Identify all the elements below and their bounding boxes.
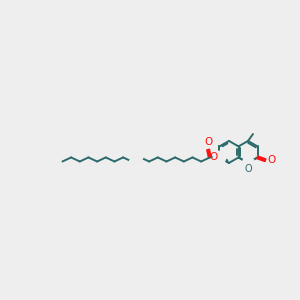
Text: O: O xyxy=(209,152,218,162)
Text: O: O xyxy=(204,137,212,147)
Text: O: O xyxy=(244,164,252,174)
Text: O: O xyxy=(267,155,275,165)
